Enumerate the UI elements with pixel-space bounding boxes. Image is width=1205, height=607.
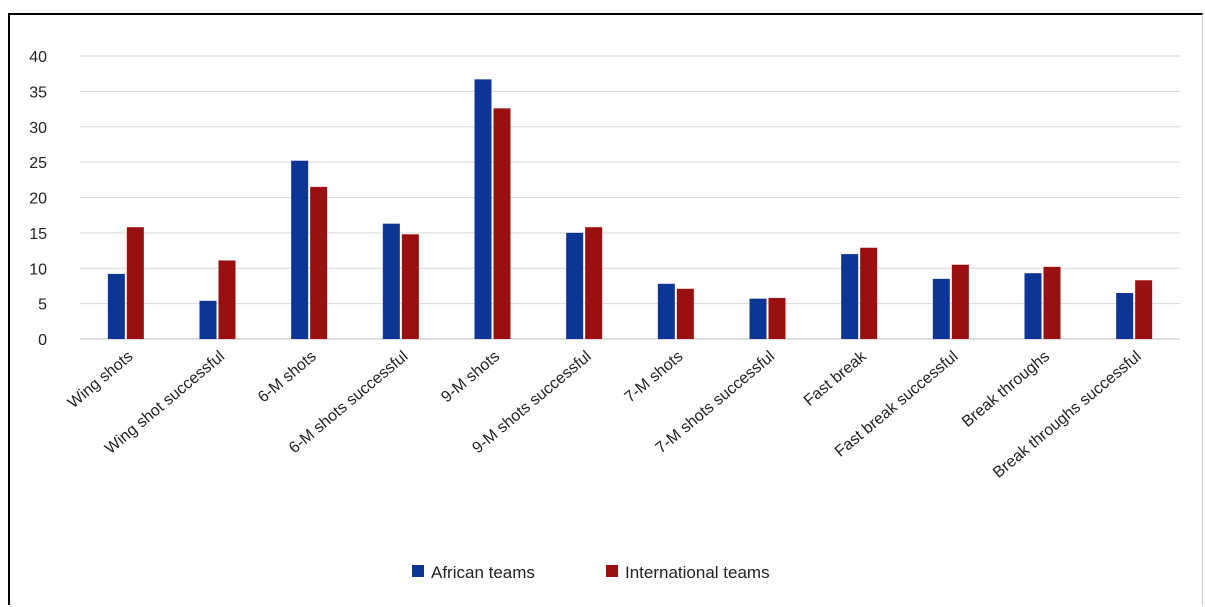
- bar-international-8: [860, 247, 878, 339]
- bar-african-6: [657, 283, 675, 339]
- y-tick-label: 35: [29, 84, 47, 101]
- bar-international-4: [493, 108, 511, 339]
- bar-international-9: [951, 264, 969, 339]
- bar-international-5: [585, 227, 603, 339]
- bar-african-8: [841, 254, 859, 339]
- bar-international-0: [126, 227, 144, 339]
- bar-international-1: [218, 260, 236, 339]
- y-tick-label: 25: [29, 155, 47, 172]
- bar-african-11: [1116, 293, 1134, 339]
- bar-international-10: [1043, 266, 1061, 339]
- y-tick-label: 15: [29, 226, 47, 243]
- legend-label: African teams: [431, 563, 535, 582]
- y-tick-label: 5: [38, 297, 47, 314]
- bar-african-1: [199, 300, 217, 339]
- gridlines: [80, 55, 1180, 340]
- y-tick-label: 20: [29, 191, 47, 208]
- legend-swatch: [606, 565, 618, 577]
- bar-international-2: [310, 186, 328, 339]
- bar-african-9: [932, 278, 950, 339]
- x-category-label: 9-M shots: [438, 348, 503, 406]
- y-tick-label: 10: [29, 261, 47, 278]
- bar-african-5: [566, 232, 584, 339]
- bar-international-6: [676, 288, 694, 339]
- x-category-label: Fast break: [801, 347, 871, 409]
- x-category-label: 6-M shots: [255, 348, 320, 406]
- bar-african-4: [474, 79, 492, 339]
- legend-swatch: [412, 565, 424, 577]
- bar-international-7: [768, 297, 786, 339]
- bar-african-10: [1024, 273, 1042, 339]
- bars: [107, 79, 1153, 339]
- bar-international-3: [401, 234, 419, 339]
- y-tick-label: 0: [38, 332, 47, 349]
- bar-african-2: [291, 160, 309, 339]
- x-category-label: 7-M shots: [622, 348, 687, 406]
- legend-label: International teams: [625, 563, 770, 582]
- y-tick-label: 30: [29, 120, 47, 137]
- bar-african-0: [107, 273, 125, 339]
- bar-international-11: [1135, 280, 1153, 339]
- bar-african-3: [382, 223, 400, 339]
- bar-african-7: [749, 298, 767, 339]
- y-axis-ticks: 0 5 10 15 20 25 30 35 40: [29, 49, 47, 349]
- y-tick-label: 40: [29, 49, 47, 66]
- x-category-label: Break throughs: [959, 348, 1053, 431]
- legend: African teams International teams: [412, 563, 770, 582]
- x-category-label: Wing shots: [65, 348, 137, 412]
- x-category-label: Break throughs successful: [990, 348, 1145, 482]
